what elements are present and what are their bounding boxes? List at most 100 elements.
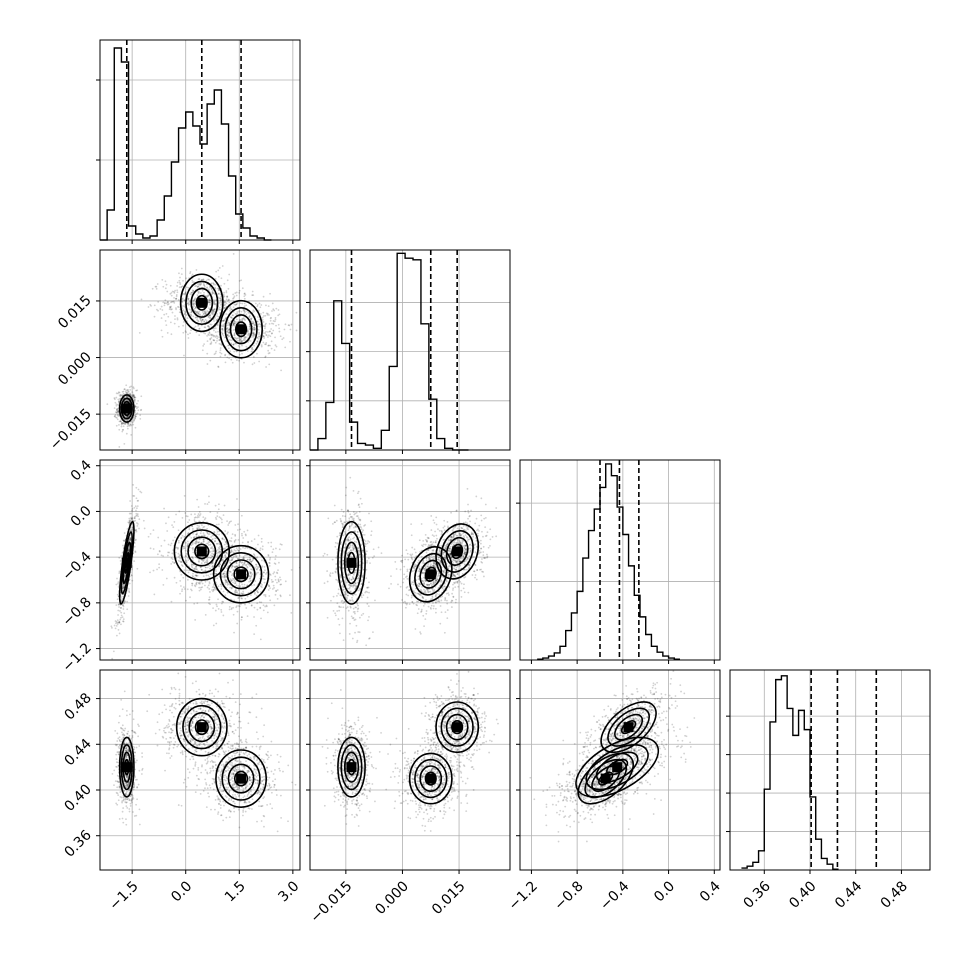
sample-point bbox=[123, 388, 126, 391]
sample-point bbox=[340, 581, 343, 583]
sample-point bbox=[207, 324, 210, 327]
sample-point bbox=[203, 284, 206, 287]
sample-point bbox=[467, 511, 470, 514]
sample-point bbox=[235, 589, 237, 592]
sample-point bbox=[368, 591, 370, 594]
sample-point bbox=[238, 353, 241, 356]
sample-point bbox=[224, 300, 227, 303]
sample-point bbox=[255, 624, 258, 627]
sample-point bbox=[228, 331, 230, 334]
sample-point bbox=[230, 587, 233, 590]
sample-point bbox=[454, 565, 456, 568]
sample-point bbox=[132, 484, 135, 486]
sample-point bbox=[122, 602, 125, 604]
sample-point bbox=[113, 398, 116, 401]
sample-point bbox=[351, 518, 354, 520]
sample-point bbox=[195, 331, 198, 334]
sample-point bbox=[195, 285, 198, 287]
sample-point bbox=[235, 554, 238, 557]
sample-point bbox=[177, 552, 180, 555]
sample-point bbox=[187, 571, 190, 574]
sample-point bbox=[178, 286, 181, 289]
sample-point bbox=[232, 306, 235, 309]
sample-point bbox=[183, 494, 186, 497]
sample-point bbox=[169, 306, 172, 309]
sample-point bbox=[234, 591, 237, 594]
sample-point bbox=[124, 399, 127, 402]
density-contour bbox=[194, 543, 210, 560]
sample-point bbox=[352, 519, 355, 522]
sample-point bbox=[177, 541, 180, 544]
sample-point bbox=[195, 565, 198, 568]
sample-point bbox=[225, 541, 228, 544]
sample-point bbox=[240, 616, 243, 619]
sample-point bbox=[170, 291, 173, 294]
sample-point bbox=[332, 595, 335, 598]
sample-point bbox=[231, 550, 234, 553]
sample-point bbox=[244, 336, 247, 339]
sample-point bbox=[237, 597, 240, 599]
sample-point bbox=[181, 300, 183, 303]
sample-point bbox=[349, 476, 352, 479]
sample-point bbox=[212, 590, 214, 593]
sample-point bbox=[241, 597, 243, 600]
sample-point bbox=[370, 530, 373, 533]
sample-point bbox=[153, 315, 156, 318]
sample-point bbox=[219, 551, 222, 553]
sample-point bbox=[267, 541, 270, 544]
sample-point bbox=[127, 389, 129, 391]
sample-point bbox=[214, 286, 216, 289]
sample-point bbox=[193, 520, 196, 523]
sample-point bbox=[194, 516, 197, 519]
sample-point bbox=[238, 564, 240, 567]
sample-point bbox=[195, 581, 198, 584]
sample-point bbox=[202, 344, 205, 347]
sample-point bbox=[212, 565, 214, 568]
sample-point bbox=[235, 318, 238, 321]
sample-point bbox=[353, 546, 356, 549]
sample-point bbox=[183, 312, 186, 315]
sample-point bbox=[236, 548, 239, 551]
sample-point bbox=[115, 622, 117, 625]
sample-point bbox=[323, 582, 326, 585]
density-contour bbox=[219, 552, 263, 597]
sample-point bbox=[368, 616, 370, 618]
sample-point bbox=[212, 583, 215, 586]
sample-point bbox=[263, 565, 266, 568]
sample-point bbox=[469, 562, 472, 564]
sample-point bbox=[184, 555, 187, 557]
sample-point bbox=[208, 299, 211, 302]
sample-point bbox=[216, 555, 219, 558]
sample-point bbox=[201, 582, 204, 585]
sample-point bbox=[178, 555, 180, 558]
sample-point bbox=[196, 316, 199, 319]
sample-point bbox=[208, 501, 210, 504]
sample-point bbox=[156, 283, 159, 285]
sample-point bbox=[474, 564, 477, 567]
sample-point bbox=[340, 594, 343, 597]
sample-point bbox=[450, 511, 452, 514]
sample-point bbox=[122, 585, 125, 588]
sample-point bbox=[199, 566, 202, 569]
sample-point bbox=[120, 423, 123, 426]
sample-point bbox=[246, 615, 249, 618]
sample-point bbox=[126, 389, 129, 392]
sample-point bbox=[338, 623, 341, 626]
sample-point bbox=[277, 578, 280, 581]
sample-point bbox=[251, 322, 254, 325]
sample-point bbox=[225, 579, 228, 582]
sample-point bbox=[140, 298, 143, 301]
sample-point bbox=[111, 626, 113, 629]
sample-point bbox=[134, 417, 136, 420]
sample-point bbox=[241, 287, 244, 290]
sample-point bbox=[338, 556, 341, 559]
sample-point bbox=[196, 310, 199, 313]
sample-point bbox=[202, 539, 205, 541]
sample-point bbox=[342, 562, 345, 564]
sample-point bbox=[234, 582, 237, 584]
sample-point bbox=[115, 411, 118, 414]
sample-point bbox=[257, 566, 260, 568]
sample-point bbox=[250, 604, 253, 607]
sample-point bbox=[227, 287, 230, 290]
sample-point bbox=[265, 605, 268, 608]
